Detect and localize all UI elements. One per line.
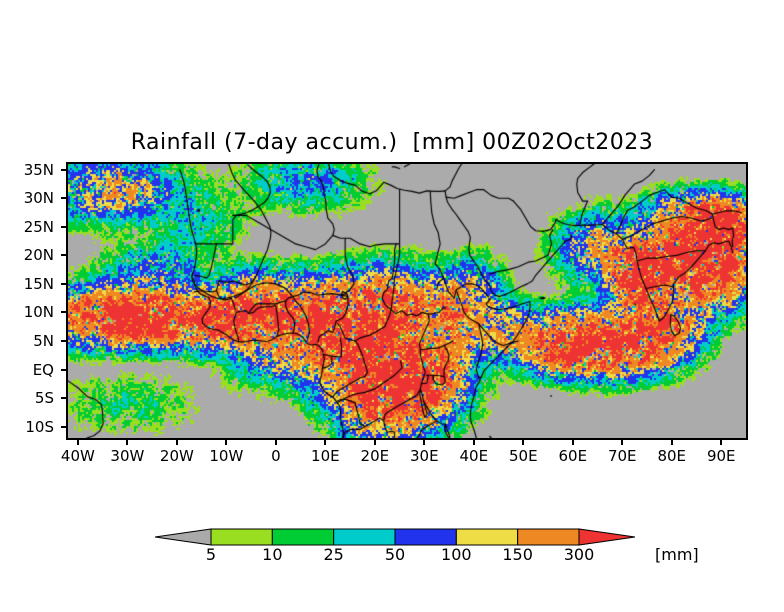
y-axis-label: 20N <box>23 246 54 265</box>
coastline-border-layer <box>68 164 746 438</box>
y-axis-label: 5S <box>34 389 54 408</box>
y-axis-tick <box>61 197 67 200</box>
x-axis-tick <box>571 439 574 445</box>
x-axis-tick <box>175 439 178 445</box>
y-axis-label: 25N <box>23 217 54 236</box>
colorbar-segment <box>210 528 273 546</box>
x-axis-tick <box>720 439 723 445</box>
x-axis-tick <box>472 439 475 445</box>
x-axis-tick <box>324 439 327 445</box>
colorbar <box>155 524 635 550</box>
x-axis-tick <box>126 439 129 445</box>
x-axis-label: 10W <box>209 447 244 465</box>
y-axis-tick <box>61 368 67 371</box>
y-axis-tick <box>61 425 67 428</box>
y-axis-tick <box>61 339 67 342</box>
colorbar-segment <box>455 528 519 546</box>
colorbar-extend-high <box>578 528 635 546</box>
colorbar-tick-label: 300 <box>563 545 595 564</box>
y-axis-tick <box>61 397 67 400</box>
y-axis-tick <box>61 311 67 314</box>
y-axis-label: 10N <box>23 303 54 322</box>
colorbar-tick-label: 50 <box>384 545 406 564</box>
x-axis-label: 0 <box>271 447 281 465</box>
x-axis-label: 20E <box>360 447 390 465</box>
colorbar-tick-label: 150 <box>502 545 533 564</box>
x-axis-tick <box>423 439 426 445</box>
x-axis-label: 30W <box>110 447 145 465</box>
y-axis-label: EQ <box>32 360 54 379</box>
x-axis-tick <box>76 439 79 445</box>
y-axis-label: 5N <box>33 331 54 350</box>
y-axis-label: 30N <box>23 189 54 208</box>
x-axis-label: 30E <box>410 447 439 465</box>
colorbar-tick-label: 5 <box>205 545 217 564</box>
page-title: Rainfall (7-day accum.) [mm] 00Z02Oct202… <box>130 130 654 155</box>
x-axis-tick <box>522 439 525 445</box>
x-axis-tick <box>373 439 376 445</box>
x-axis-label: 60E <box>558 447 588 465</box>
x-axis-tick <box>621 439 624 445</box>
x-axis-label: 80E <box>657 447 687 465</box>
x-axis-label: 40E <box>459 447 489 465</box>
y-axis-tick <box>61 282 67 285</box>
colorbar-units-label: [mm] <box>655 545 699 564</box>
x-axis-label: 10E <box>311 447 340 465</box>
x-axis-label: 50E <box>509 447 538 465</box>
colorbar-segment <box>517 528 580 546</box>
colorbar-tick-label: 100 <box>441 545 472 564</box>
colorbar-segment <box>271 528 335 546</box>
x-axis-label: 20W <box>159 447 194 465</box>
y-axis-tick <box>61 168 67 171</box>
x-axis-tick <box>225 439 228 445</box>
colorbar-extend-low <box>155 528 212 546</box>
colorbar-tick-label: 25 <box>323 545 344 564</box>
x-axis-tick <box>274 439 277 445</box>
colorbar-segment <box>333 528 396 546</box>
y-axis-tick <box>61 254 67 257</box>
y-axis-tick <box>61 225 67 228</box>
y-axis-label: 15N <box>23 274 54 293</box>
colorbar-tick-label: 10 <box>262 545 283 564</box>
x-axis-label: 40W <box>60 447 95 465</box>
x-axis-label: 90E <box>706 447 736 465</box>
colorbar-swatches <box>155 528 635 546</box>
x-axis-tick <box>670 439 673 445</box>
x-axis-label: 70E <box>607 447 637 465</box>
y-axis-label: 10S <box>25 417 54 436</box>
colorbar-segment <box>394 528 457 546</box>
y-axis-label: 35N <box>23 160 54 179</box>
map-plot-area <box>66 162 748 440</box>
